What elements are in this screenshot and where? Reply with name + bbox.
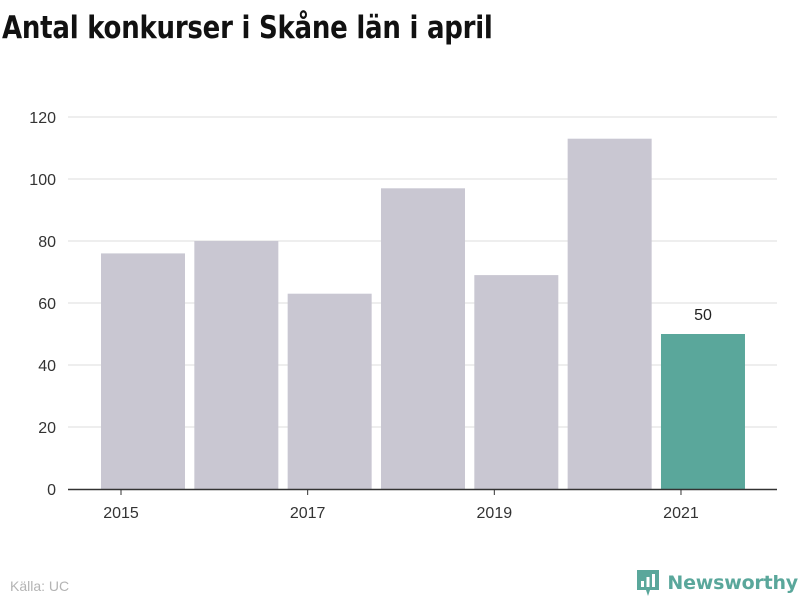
x-axis-tick-labels: 2015 2017 2019 2021 [103,505,699,522]
bar-2020 [567,138,652,489]
y-tick-label: 20 [38,420,56,437]
bar-2016 [194,241,279,489]
y-tick-label: 120 [29,110,56,127]
x-axis [68,488,777,495]
bar-2017 [287,293,372,489]
y-tick-label: 100 [29,172,56,189]
bar-chart-badge-icon [637,570,660,596]
chart-title: Antal konkurser i Skåne län i april [2,10,493,46]
data-labels: 50 [694,307,712,324]
x-tick-label: 2017 [290,505,326,522]
x-tick-label: 2015 [103,505,139,522]
y-tick-label: 40 [38,358,56,375]
bar-2021 [660,334,745,489]
brand-logo: Newsworthy [635,568,798,598]
y-tick-label: 60 [38,296,56,313]
data-label-2021: 50 [694,307,712,324]
bar-2019 [474,275,559,489]
x-tick-label: 2021 [663,505,699,522]
y-tick-label: 80 [38,234,56,251]
bar-2018 [380,188,465,490]
x-tick-label: 2019 [477,505,513,522]
bars [101,138,745,490]
brand-name: Newsworthy [667,572,798,594]
y-axis-tick-labels: 0 20 40 60 80 100 120 [29,110,56,499]
bar-2015 [101,253,185,489]
source-note: Källa: UC [10,578,70,594]
y-tick-label: 0 [47,482,56,499]
